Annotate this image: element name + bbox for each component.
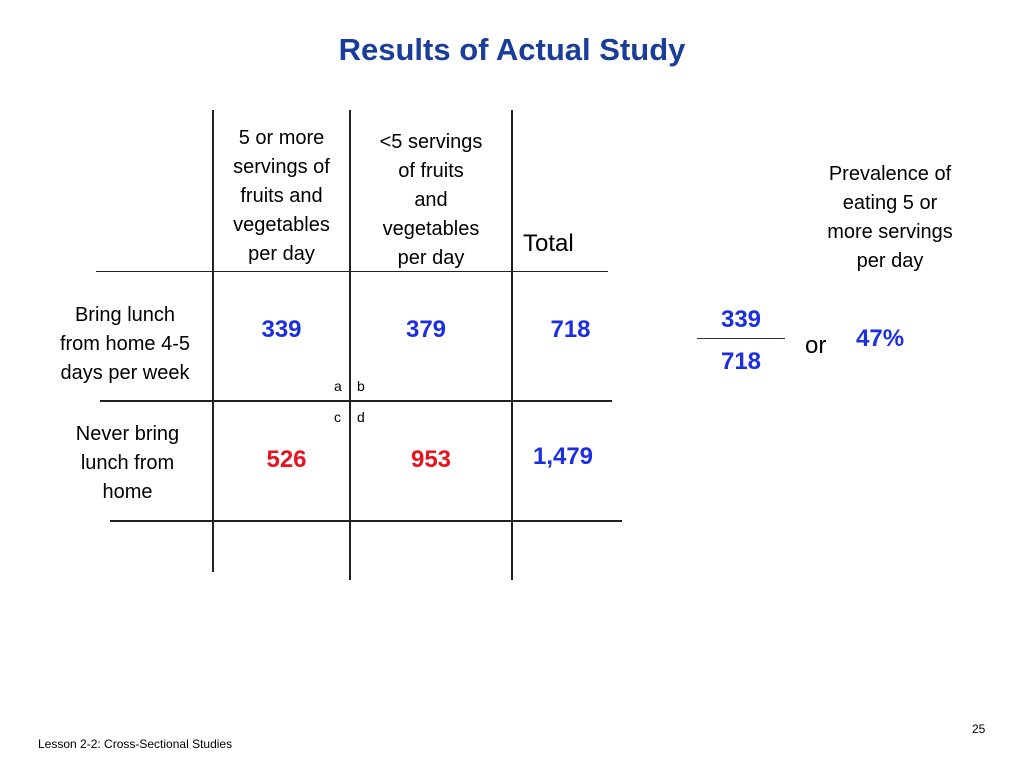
prevalence-numerator: 339 xyxy=(720,306,762,333)
header-line: vegetables xyxy=(233,214,330,236)
header-line: per day xyxy=(248,243,315,265)
header-rule xyxy=(96,271,608,272)
row-label-line: Bring lunch xyxy=(74,304,176,326)
or-text: or xyxy=(805,332,827,359)
column-header-less-than-5: <5 servings of fruits and vegetables per… xyxy=(351,128,511,273)
prevalence-label: Prevalence of eating 5 or more servings … xyxy=(800,160,980,276)
header-line: servings of xyxy=(233,156,330,178)
header-line: fruits and xyxy=(240,185,323,207)
bottom-rule xyxy=(110,520,622,522)
header-line: and xyxy=(414,189,448,211)
cell-a-value: 339 xyxy=(261,316,302,343)
row-label-never-bring: Never bring lunch from home xyxy=(45,420,210,507)
row2-total-value: 1,479 xyxy=(532,443,594,470)
prevalence-label-line: more servings xyxy=(827,221,953,243)
cell-letter-c: c xyxy=(334,409,341,425)
vertical-divider-3 xyxy=(511,110,513,580)
row-label-bring-lunch: Bring lunch from home 4-5 days per week xyxy=(40,301,210,388)
row-label-line: lunch from xyxy=(80,452,175,474)
cell-c-value: 526 xyxy=(266,446,307,473)
row-label-line: home xyxy=(102,481,153,503)
slide-title: Results of Actual Study xyxy=(338,32,686,67)
vertical-divider-1 xyxy=(212,110,214,572)
row-label-line: Never bring xyxy=(75,423,180,445)
prevalence-percent: 47% xyxy=(856,325,905,352)
row-label-line: days per week xyxy=(60,362,190,384)
column-header-total: Total xyxy=(523,230,574,257)
cell-letter-b: b xyxy=(357,378,365,394)
footer-lesson-title: Lesson 2-2: Cross-Sectional Studies xyxy=(38,737,233,751)
cell-letter-a: a xyxy=(334,378,342,394)
header-line: <5 servings xyxy=(379,131,483,153)
header-line: of fruits xyxy=(398,160,464,182)
header-line: 5 or more xyxy=(238,127,325,149)
cell-d-value: 953 xyxy=(410,446,452,473)
vertical-divider-2 xyxy=(349,110,351,580)
prevalence-label-line: per day xyxy=(856,250,924,272)
header-line: per day xyxy=(397,247,465,269)
row-separator-rule xyxy=(100,400,612,402)
cell-b-value: 379 xyxy=(405,316,447,343)
fraction-bar xyxy=(697,338,785,339)
cell-letter-d: d xyxy=(357,409,365,425)
row1-total-value: 718 xyxy=(550,316,591,343)
column-header-5-or-more: 5 or more servings of fruits and vegetab… xyxy=(214,124,349,269)
prevalence-label-line: eating 5 or xyxy=(842,192,938,214)
header-line: vegetables xyxy=(382,218,480,240)
page-number: 25 xyxy=(972,722,986,736)
row-label-line: from home 4-5 xyxy=(59,333,191,355)
prevalence-label-line: Prevalence of xyxy=(828,163,952,185)
prevalence-denominator: 718 xyxy=(720,348,762,375)
